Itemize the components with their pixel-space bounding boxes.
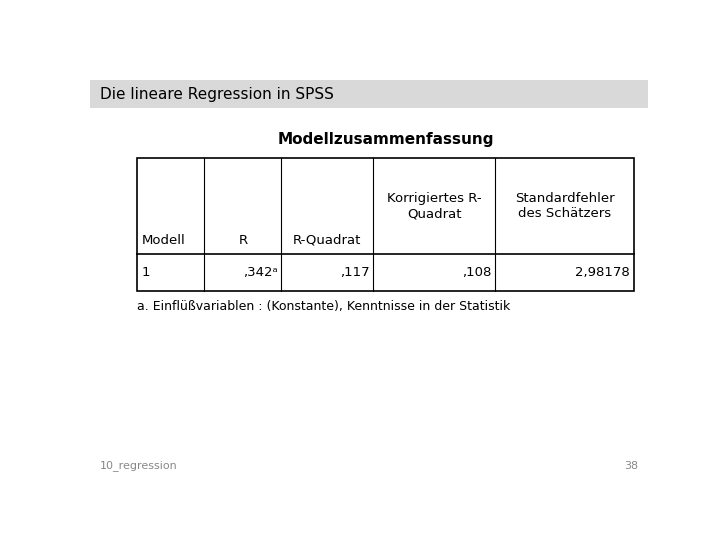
Text: ,108: ,108 (462, 266, 491, 279)
Text: 10_regression: 10_regression (100, 461, 178, 471)
Bar (138, 158, 634, 292)
Text: Die lineare Regression in SPSS: Die lineare Regression in SPSS (100, 87, 334, 102)
Text: Modell: Modell (141, 233, 185, 246)
Text: R: R (238, 233, 248, 246)
Text: 1: 1 (141, 266, 150, 279)
Text: R-Quadrat: R-Quadrat (293, 233, 361, 246)
Text: ,342ᵃ: ,342ᵃ (243, 266, 277, 279)
Text: Standardfehler
des Schätzers: Standardfehler des Schätzers (515, 192, 614, 220)
Text: 38: 38 (624, 462, 638, 471)
Bar (90, 80, 648, 109)
Text: 2,98178: 2,98178 (575, 266, 630, 279)
Text: Modellzusammenfassung: Modellzusammenfassung (277, 132, 494, 147)
Text: Korrigiertes R-
Quadrat: Korrigiertes R- Quadrat (387, 192, 482, 220)
Text: ,117: ,117 (340, 266, 369, 279)
Text: a. Einflüßvariablen : (Konstante), Kenntnisse in der Statistik: a. Einflüßvariablen : (Konstante), Kennt… (138, 300, 510, 313)
